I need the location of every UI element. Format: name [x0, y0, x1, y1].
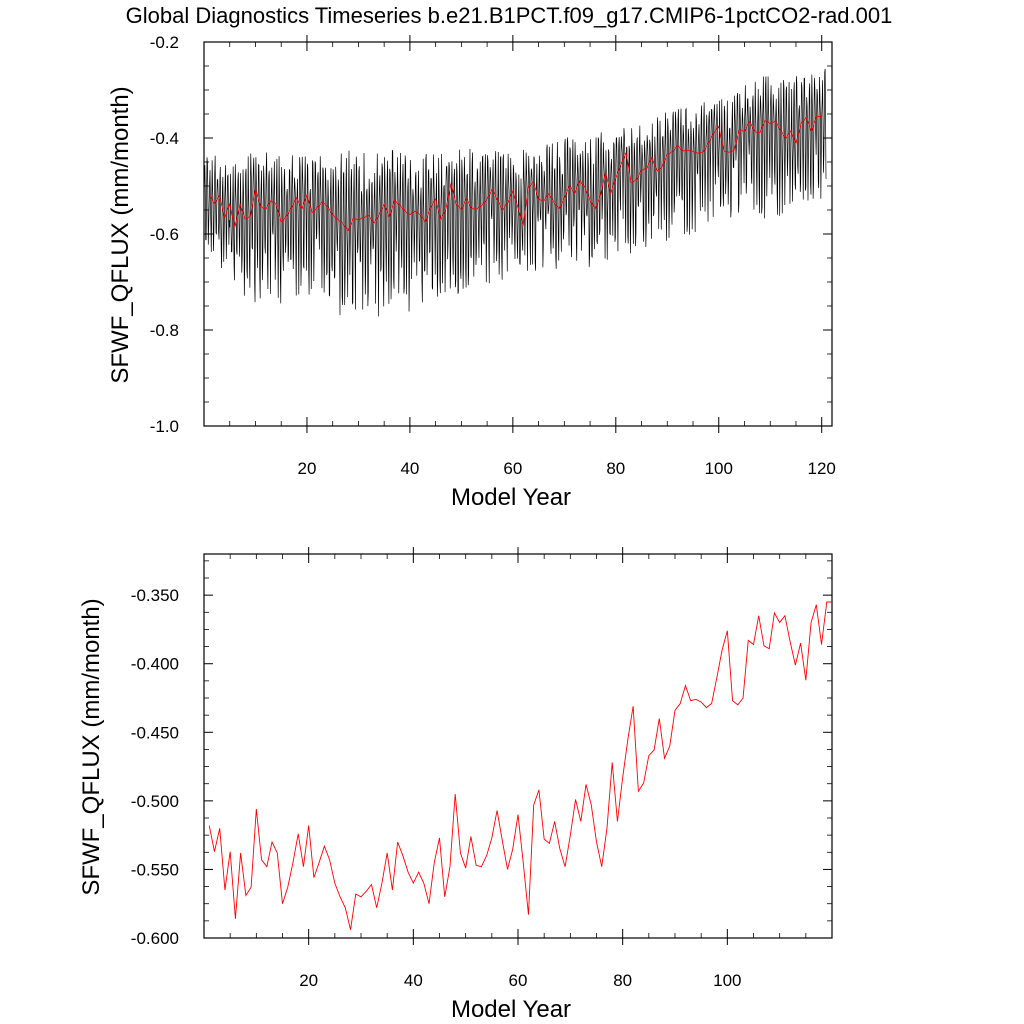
y-tick-label: -1.0 [150, 417, 179, 436]
x-tick-label: 120 [808, 459, 836, 478]
x-tick-label: 100 [713, 971, 741, 990]
bottom-ticks [204, 547, 832, 945]
x-tick-label: 60 [509, 971, 528, 990]
x-tick-label: 80 [613, 971, 632, 990]
x-tick-label: 80 [606, 459, 625, 478]
y-tick-label: -0.500 [131, 792, 179, 811]
top-y-axis-label: SFWF_QFLUX (mm/month) [107, 86, 134, 383]
bottom-plot-frame [203, 553, 833, 939]
annual-mean-line-bottom [208, 601, 832, 930]
y-tick-label: -0.2 [150, 33, 179, 52]
bottom-y-axis-label: SFWF_QFLUX (mm/month) [78, 598, 105, 895]
annual-mean-line-top [208, 115, 822, 233]
top-tick-labels: 20 40 60 80 100 120 -1.0 -0.8 -0.6 -0.4 -0.2 [150, 33, 836, 478]
monthly-series-line [203, 68, 827, 317]
x-tick-label: 100 [705, 459, 733, 478]
y-tick-label: -0.400 [131, 655, 179, 674]
top-x-axis-label: Model Year [451, 484, 571, 511]
x-tick-label: 20 [297, 459, 316, 478]
bottom-x-axis-label: Model Year [451, 996, 571, 1023]
y-tick-label: -0.550 [131, 860, 179, 879]
x-tick-label: 40 [404, 971, 423, 990]
bottom-panel: 20 40 60 80 100 -0.600 -0.550 -0.500 -0.450 -0.40… [78, 547, 833, 1023]
chart-title: Global Diagnostics Timeseries b.e21.B1PC… [126, 3, 893, 28]
y-tick-label: -0.6 [150, 225, 179, 244]
top-panel: 20 40 60 80 100 120 -1.0 -0.8 -0.6 -0.4 -0.2 Model… [107, 33, 836, 511]
y-tick-label: -0.600 [131, 929, 179, 948]
x-tick-label: 40 [400, 459, 419, 478]
y-tick-label: -0.350 [131, 586, 179, 605]
bottom-tick-labels: 20 40 60 80 100 -0.600 -0.550 -0.500 -0.450 -0.40… [131, 586, 742, 990]
x-tick-label: 60 [503, 459, 522, 478]
top-ticks [204, 35, 832, 433]
x-tick-label: 20 [299, 971, 318, 990]
y-tick-label: -0.8 [150, 321, 179, 340]
y-tick-label: -0.4 [150, 129, 179, 148]
y-tick-label: -0.450 [131, 723, 179, 742]
